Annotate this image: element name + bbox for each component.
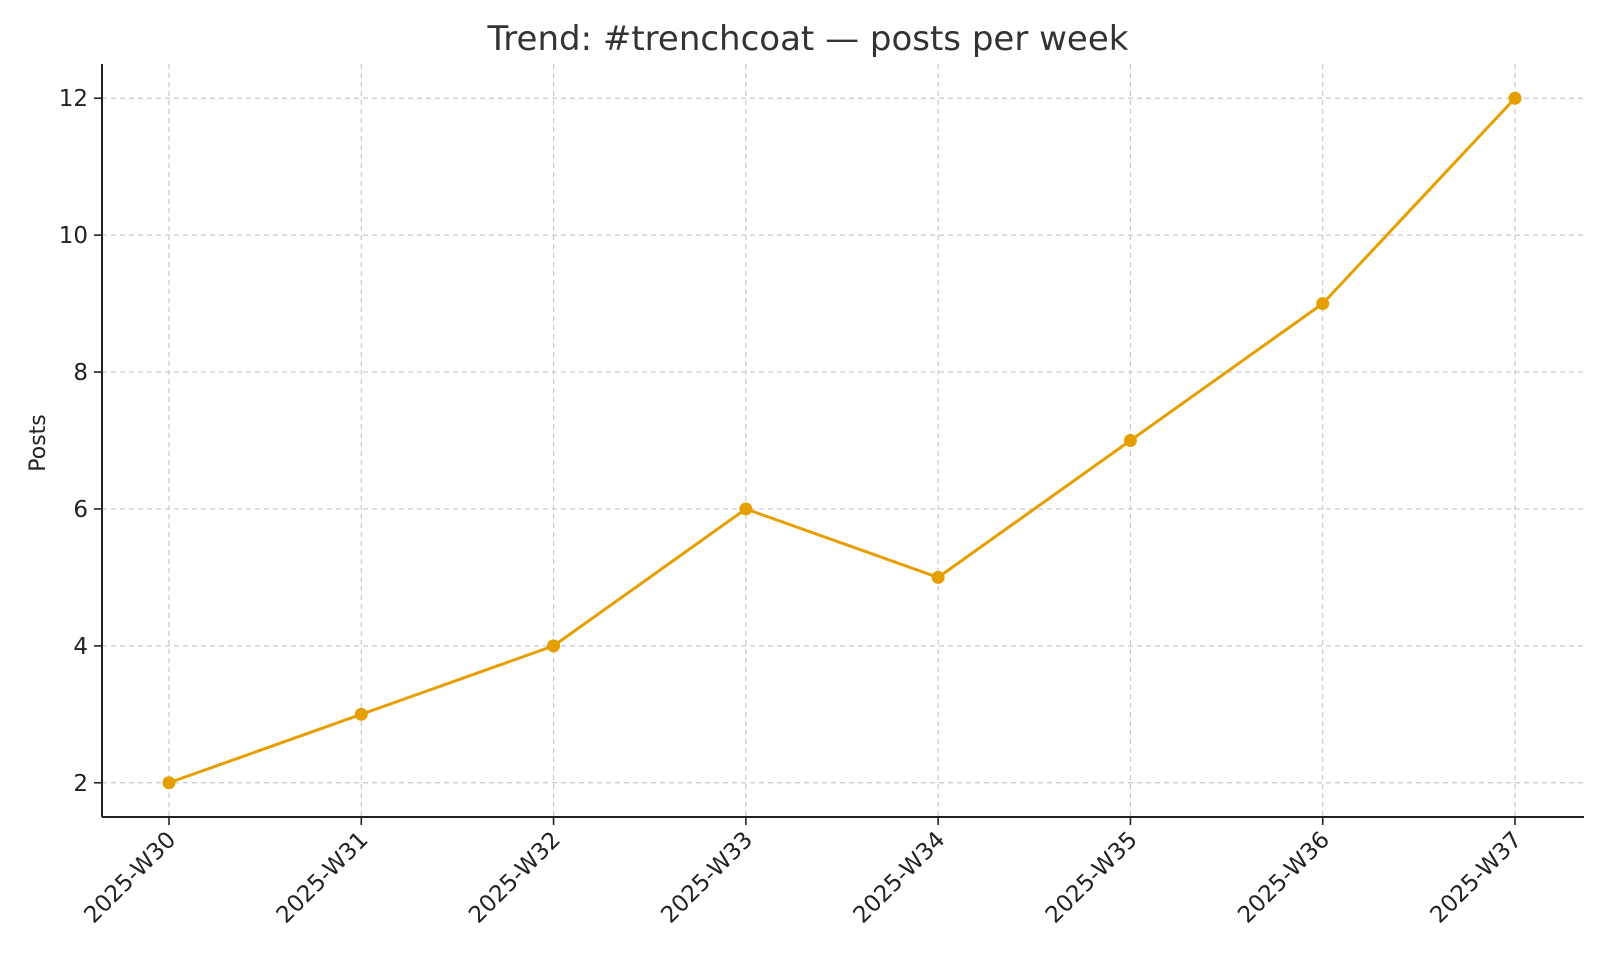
y-tick-label: 8 <box>73 360 88 386</box>
data-point <box>354 707 368 721</box>
x-tick-label: 2025-W31 <box>272 827 374 929</box>
x-tick-label: 2025-W33 <box>656 827 758 929</box>
y-tick-label: 6 <box>73 497 88 523</box>
y-tick-label: 2 <box>73 771 88 797</box>
series-line <box>167 96 1517 785</box>
data-point <box>1123 434 1137 447</box>
x-tick-label: 2025-W34 <box>849 827 951 929</box>
x-tick-label: 2025-W36 <box>1233 827 1335 929</box>
x-tick-label: 2025-W35 <box>1041 827 1143 929</box>
data-series <box>162 91 1522 790</box>
y-tick-label: 12 <box>59 86 88 112</box>
y-axis-label: Posts <box>26 414 51 472</box>
y-tick-label: 10 <box>59 223 88 249</box>
y-tick-label: 4 <box>73 634 88 660</box>
grid-lines <box>102 64 1584 817</box>
chart-title: Trend: #trenchcoat — posts per week <box>487 19 1129 59</box>
tick-labels: 2025-W30 2025-W31 2025-W32 2025-W33 2025-W34… <box>59 86 1528 928</box>
x-tick-label: 2025-W32 <box>464 827 566 929</box>
data-point <box>931 570 945 584</box>
data-point <box>547 639 561 653</box>
data-point <box>162 776 176 790</box>
axes <box>94 64 1584 825</box>
data-point <box>739 502 753 516</box>
data-point <box>1508 91 1522 105</box>
x-tick-label: 2025-W30 <box>79 827 181 929</box>
data-point <box>1316 297 1330 311</box>
x-tick-label: 2025-W37 <box>1425 827 1527 929</box>
